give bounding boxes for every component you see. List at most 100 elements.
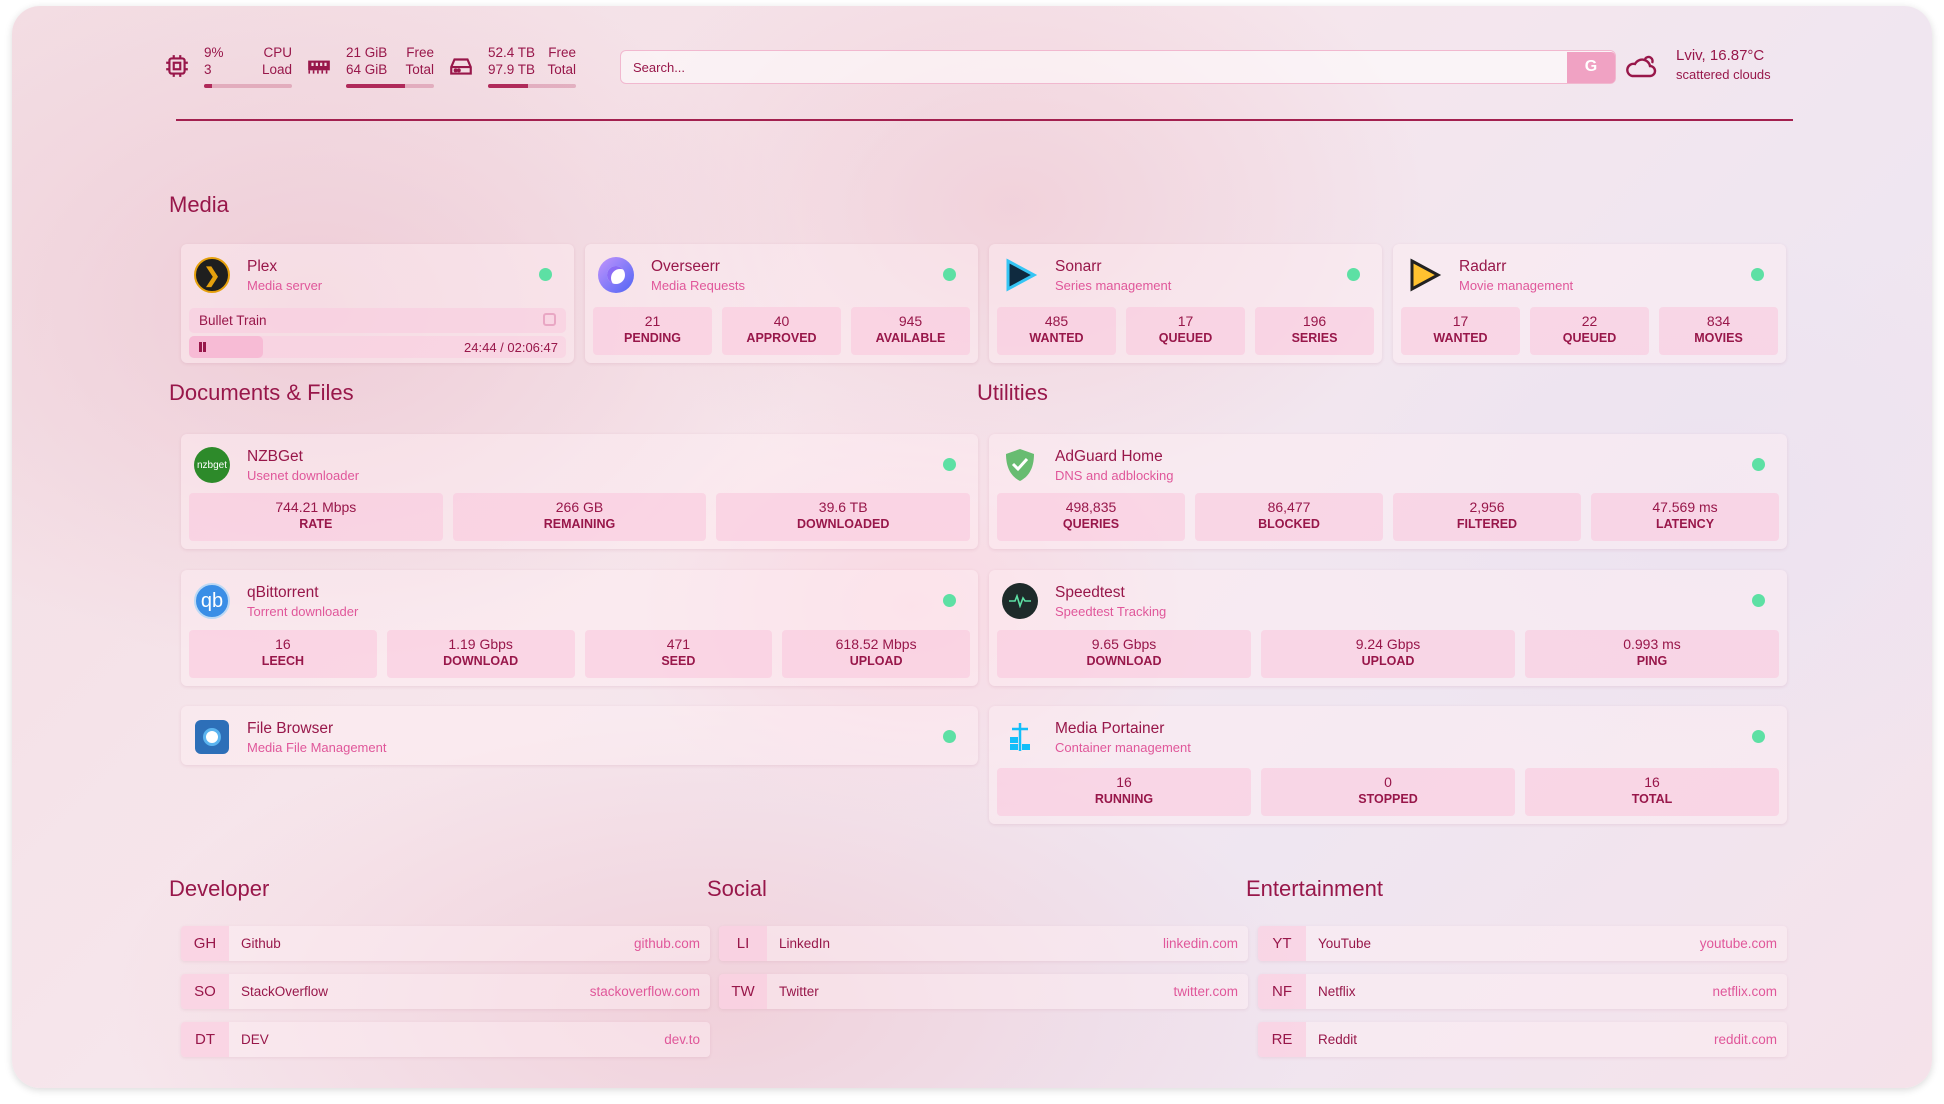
overseerr-logo-icon	[598, 257, 634, 293]
stat-block: 16 TOTAL	[1525, 768, 1779, 816]
bookmark-url: twitter.com	[1173, 984, 1238, 999]
now-playing-title-row: Bullet Train	[189, 308, 566, 333]
memory-total: 64 GiB	[346, 62, 388, 77]
stat-block: 1.19 Gbps DOWNLOAD	[386, 630, 575, 678]
service-name: Sonarr	[1055, 258, 1102, 275]
bookmark-youtube[interactable]: YT YouTube youtube.com	[1258, 926, 1787, 961]
stat-label: APPROVED	[746, 331, 817, 345]
stat-value: 17	[1452, 313, 1469, 329]
cpu-label: CPU	[263, 45, 292, 60]
section-title-entertainment: Entertainment	[1246, 876, 1383, 901]
service-card-speedtest[interactable]: Speedtest Speedtest Tracking 9.65 Gbps DOWN…	[989, 570, 1787, 686]
stat-block: 21 PENDING	[593, 307, 712, 355]
memory-bar	[346, 84, 434, 88]
stat-block: 834 MOVIES	[1659, 307, 1778, 355]
bookmark-linkedin[interactable]: LI LinkedIn linkedin.com	[719, 926, 1248, 961]
service-name: Overseerr	[651, 258, 720, 275]
plex-logo-icon: ❯	[194, 257, 230, 293]
section-title-developer: Developer	[169, 876, 270, 901]
service-description: Media File Management	[247, 740, 387, 755]
bookmark-name: Twitter	[779, 984, 819, 999]
stat-value: 498,835	[1065, 499, 1117, 515]
service-stats: 498,835 QUERIES 86,477 BLOCKED 2,956 FILTERED…	[997, 493, 1779, 541]
stat-block: 39.6 TB DOWNLOADED	[716, 493, 971, 541]
adguard-shield-icon	[1002, 447, 1038, 483]
bookmark-stackoverflow[interactable]: SO StackOverflow stackoverflow.com	[181, 974, 710, 1009]
stat-block: 9.24 Gbps UPLOAD	[1261, 630, 1515, 678]
service-card-plex[interactable]: ❯ Plex Media server Bullet Train 24:44 / 02:…	[181, 244, 574, 363]
stat-label: LATENCY	[1655, 517, 1715, 531]
bookmark-url: reddit.com	[1713, 1032, 1777, 1047]
status-dot	[1751, 268, 1764, 281]
bookmark-abbr: SO	[181, 974, 229, 1009]
stat-value: 744.21 Mbps	[275, 499, 357, 515]
stat-block: 9.65 Gbps DOWNLOAD	[997, 630, 1251, 678]
bookmark-name: DEV	[241, 1032, 269, 1047]
bookmark-netflix[interactable]: NF Netflix netflix.com	[1258, 974, 1787, 1009]
stat-block: 618.52 Mbps UPLOAD	[782, 630, 970, 678]
cpu-cores: 3	[204, 62, 212, 77]
dashboard-window: 9% CPU 3 Load 21 GiB Free 64 GiB Total 52.4 TB…	[12, 6, 1932, 1088]
stat-label: WANTED	[1029, 331, 1084, 345]
service-card-radarr[interactable]: Radarr Movie management 17 WANTED 22 QUEUED 83…	[1393, 244, 1786, 363]
stat-value: 17	[1177, 313, 1194, 329]
bookmark-dev[interactable]: DT DEV dev.to	[181, 1022, 710, 1057]
stat-label: PENDING	[624, 331, 681, 345]
bookmark-twitter[interactable]: TW Twitter twitter.com	[719, 974, 1248, 1009]
status-dot	[943, 268, 956, 281]
weather-widget[interactable]: Lviv, 16.87°C scattered clouds	[1624, 46, 1771, 84]
bookmark-github[interactable]: GH Github github.com	[181, 926, 710, 961]
bookmark-name: LinkedIn	[779, 936, 831, 951]
stat-label: RATE	[299, 517, 333, 531]
service-name: File Browser	[247, 720, 334, 737]
stat-label: MOVIES	[1694, 331, 1743, 345]
stat-label: SERIES	[1291, 331, 1338, 345]
total-label: Total	[405, 62, 434, 77]
cpu-bar	[204, 84, 292, 88]
service-card-nzbget[interactable]: nzbget NZBGet Usenet downloader 744.21 Mbps…	[181, 434, 978, 549]
media-info-icon[interactable]	[543, 313, 556, 326]
stat-block: 16 LEECH	[189, 630, 377, 678]
service-card-sonarr[interactable]: Sonarr Series management 485 WANTED 17 QUEUED…	[989, 244, 1382, 363]
stat-label: REMAINING	[543, 517, 616, 531]
stat-value: 16	[275, 636, 291, 652]
weather-condition: scattered clouds	[1676, 67, 1771, 82]
pause-icon[interactable]	[199, 342, 206, 352]
section-title-social: Social	[707, 876, 767, 901]
stat-block: 47.569 ms LATENCY	[1591, 493, 1779, 541]
service-card-file-browser[interactable]: File Browser Media File Management	[181, 706, 978, 765]
stat-value: 2,956	[1469, 499, 1505, 515]
service-name: qBittorrent	[247, 584, 319, 601]
stat-label: AVAILABLE	[875, 331, 946, 345]
bookmark-abbr: LI	[719, 926, 767, 961]
stat-value: 39.6 TB	[818, 499, 868, 515]
service-stats: 16 LEECH 1.19 Gbps DOWNLOAD 471 SEED 618.52 Mb…	[189, 630, 970, 678]
playback-progress-row: 24:44 / 02:06:47	[189, 336, 566, 358]
stat-label: PING	[1636, 654, 1668, 668]
service-description: Speedtest Tracking	[1055, 604, 1167, 619]
service-description: Usenet downloader	[247, 468, 360, 483]
search-engine-button[interactable]: G	[1567, 51, 1615, 83]
stat-label: DOWNLOADED	[797, 517, 890, 531]
bookmark-url: youtube.com	[1699, 936, 1777, 951]
stat-value: 0.993 ms	[1623, 636, 1681, 652]
search-input[interactable]	[621, 59, 1567, 75]
service-card-adguard-home[interactable]: AdGuard Home DNS and adblocking 498,835 QUE…	[989, 434, 1787, 549]
bookmark-name: Github	[241, 936, 281, 951]
bookmark-reddit[interactable]: RE Reddit reddit.com	[1258, 1022, 1787, 1057]
section-title-documents: Documents & Files	[169, 380, 354, 405]
stat-label: BLOCKED	[1258, 517, 1320, 531]
bookmark-name: Reddit	[1318, 1032, 1358, 1047]
service-card-qbittorrent[interactable]: qb qBittorrent Torrent downloader 16 LEECH 1.…	[181, 570, 978, 686]
stat-value: 86,477	[1267, 499, 1311, 515]
stat-value: 266 GB	[555, 499, 604, 515]
stat-label: RUNNING	[1094, 792, 1154, 806]
service-card-media-portainer[interactable]: Media Portainer Container management 16 RUN…	[989, 706, 1787, 824]
bookmark-url: github.com	[633, 936, 700, 951]
service-stats: 744.21 Mbps RATE 266 GB REMAINING 39.6 TB DOW…	[189, 493, 971, 541]
stat-label: STOPPED	[1358, 792, 1418, 806]
stat-value: 0	[1384, 774, 1392, 790]
bookmark-abbr: DT	[181, 1022, 229, 1057]
service-card-overseerr[interactable]: Overseerr Media Requests 21 PENDING 40 APPROV…	[585, 244, 978, 363]
stat-block: 485 WANTED	[997, 307, 1116, 355]
